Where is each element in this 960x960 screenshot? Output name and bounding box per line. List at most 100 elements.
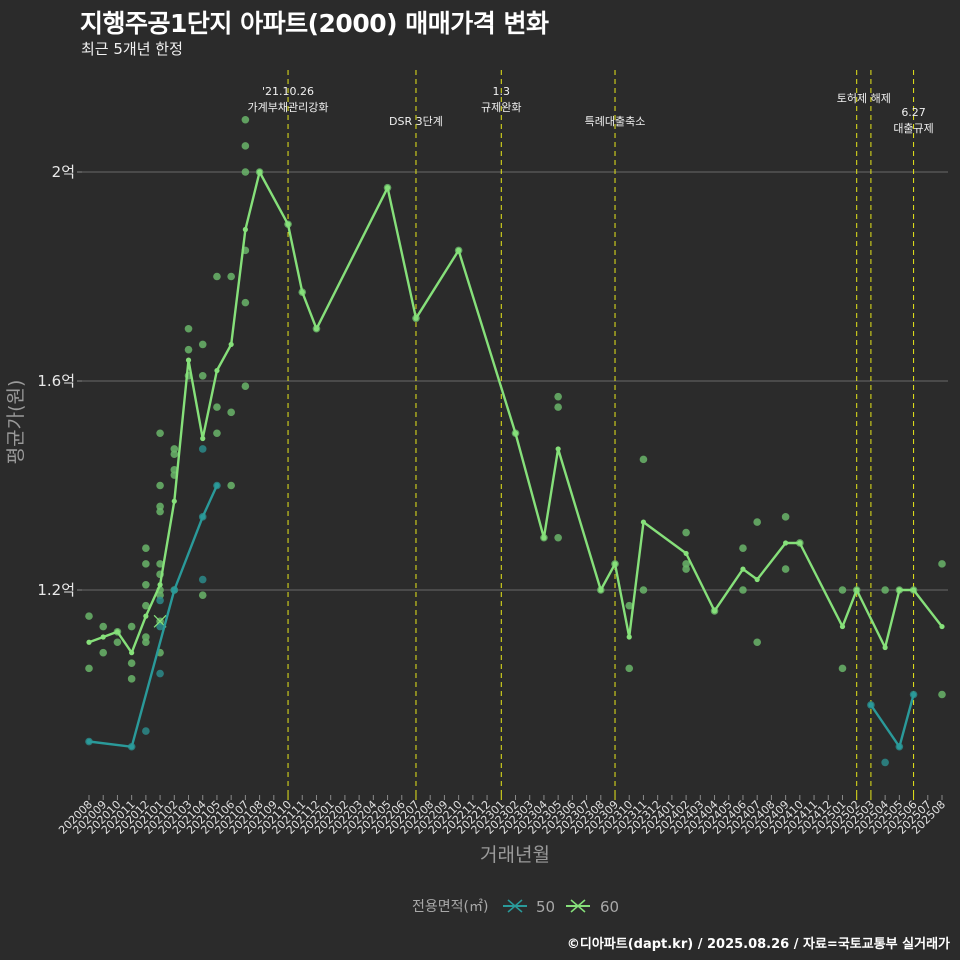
series-point-50 [200, 514, 206, 520]
data-point-60 [156, 502, 164, 511]
data-point-60 [99, 648, 108, 657]
data-point-60 [142, 544, 150, 552]
event-annotation: '21.10.26 [262, 85, 314, 98]
series-point-60 [512, 430, 519, 436]
series-point-60 [910, 587, 917, 593]
data-point-60 [938, 560, 946, 568]
data-point-60 [85, 664, 93, 673]
x-axis-title: 거래년월 [480, 844, 550, 866]
source-caption: ©디아파트(dapt.kr) / 2025.08.26 / 자료=국토교통부 실… [566, 937, 950, 952]
data-point-60 [170, 450, 179, 458]
data-point-60 [156, 591, 164, 600]
data-point-60 [838, 664, 847, 673]
data-point-60 [682, 560, 690, 568]
series-point-60 [640, 519, 647, 525]
data-point-60 [156, 429, 164, 438]
legend-label-60: 60 [600, 898, 619, 916]
series-point-60 [143, 613, 149, 619]
data-point-50 [156, 596, 164, 605]
data-point-60 [142, 560, 150, 568]
series-point-60 [214, 367, 220, 374]
data-point-60 [198, 340, 207, 349]
data-point-60 [241, 382, 250, 391]
data-point-60 [213, 272, 221, 281]
data-point-60 [198, 371, 207, 380]
data-point-60 [198, 591, 207, 600]
series-point-60 [754, 576, 760, 583]
data-point-60 [881, 586, 889, 594]
series-point-60 [626, 634, 632, 640]
series-point-60 [100, 634, 106, 640]
data-point-60 [127, 622, 136, 631]
data-point-60 [142, 638, 150, 647]
series-point-60 [185, 357, 192, 363]
legend-key-60 [566, 899, 590, 913]
data-point-50 [881, 758, 889, 767]
data-point-60 [127, 659, 136, 667]
data-point-50 [156, 622, 164, 631]
series-point-50 [910, 691, 917, 698]
y-axis-ticks: 1.2억 1.6억 2억 [37, 163, 82, 599]
data-point-60 [142, 633, 150, 641]
x-axis-ticks: 2020082020092020102020112020122021012021… [56, 795, 948, 837]
data-point-60 [156, 481, 164, 490]
legend-label-50: 50 [536, 898, 555, 916]
data-point-60 [227, 481, 235, 490]
data-point-60 [142, 580, 150, 589]
y-tick-label: 1.2억 [37, 581, 75, 599]
series-point-60 [939, 623, 945, 630]
data-point-60 [241, 168, 250, 176]
series-point-60 [384, 185, 391, 191]
data-point-60 [156, 507, 164, 516]
series-point-50 [86, 738, 92, 745]
series-point-60 [783, 540, 789, 546]
series-point-60 [854, 587, 860, 593]
data-point-60 [938, 690, 946, 699]
data-point-60 [639, 586, 648, 594]
series-point-60 [612, 561, 618, 567]
data-point-60 [753, 638, 761, 647]
data-point-60 [85, 612, 93, 620]
series-point-60 [129, 650, 135, 656]
data-point-60 [554, 392, 562, 401]
data-point-60 [781, 565, 790, 573]
series-point-60 [171, 498, 177, 504]
series-point-60 [157, 582, 163, 588]
data-point-60 [682, 565, 690, 573]
series-point-60 [882, 644, 888, 651]
data-point-60 [241, 115, 250, 124]
chart-subtitle: 최근 5개년 한정 [81, 40, 183, 58]
series-point-60 [242, 226, 248, 233]
data-point-60 [142, 601, 150, 610]
series-point-60 [555, 446, 561, 452]
event-annotation: 규제완화 [481, 101, 521, 114]
series-point-60 [313, 326, 320, 332]
data-point-60 [127, 675, 136, 683]
data-point-60 [184, 345, 193, 354]
chart-title: 지행주공1단지 아파트(2000) 매매가격 변화 [80, 9, 549, 38]
event-annotation: 특례대출축소 [585, 115, 646, 128]
series-point-50 [868, 702, 874, 708]
data-point-60 [227, 408, 235, 417]
data-point-60 [625, 601, 634, 610]
series-point-60 [896, 587, 902, 593]
data-point-60 [213, 429, 221, 438]
scatter-points [85, 115, 946, 767]
data-point-60 [739, 544, 747, 552]
data-point-60 [682, 528, 690, 537]
data-point-60 [241, 298, 250, 307]
data-point-60 [554, 533, 562, 542]
data-point-60 [170, 445, 179, 453]
series-point-60 [200, 435, 206, 442]
series-point-60 [228, 341, 234, 348]
data-point-60 [184, 324, 193, 333]
legend-key-50 [503, 899, 527, 913]
event-annotation: 6.27 [901, 106, 926, 119]
data-point-60 [213, 403, 221, 411]
series-point-60 [413, 315, 419, 321]
event-annotation: DSR 3단계 [389, 115, 443, 128]
series-point-60 [711, 608, 718, 614]
series-point-60 [114, 629, 121, 635]
